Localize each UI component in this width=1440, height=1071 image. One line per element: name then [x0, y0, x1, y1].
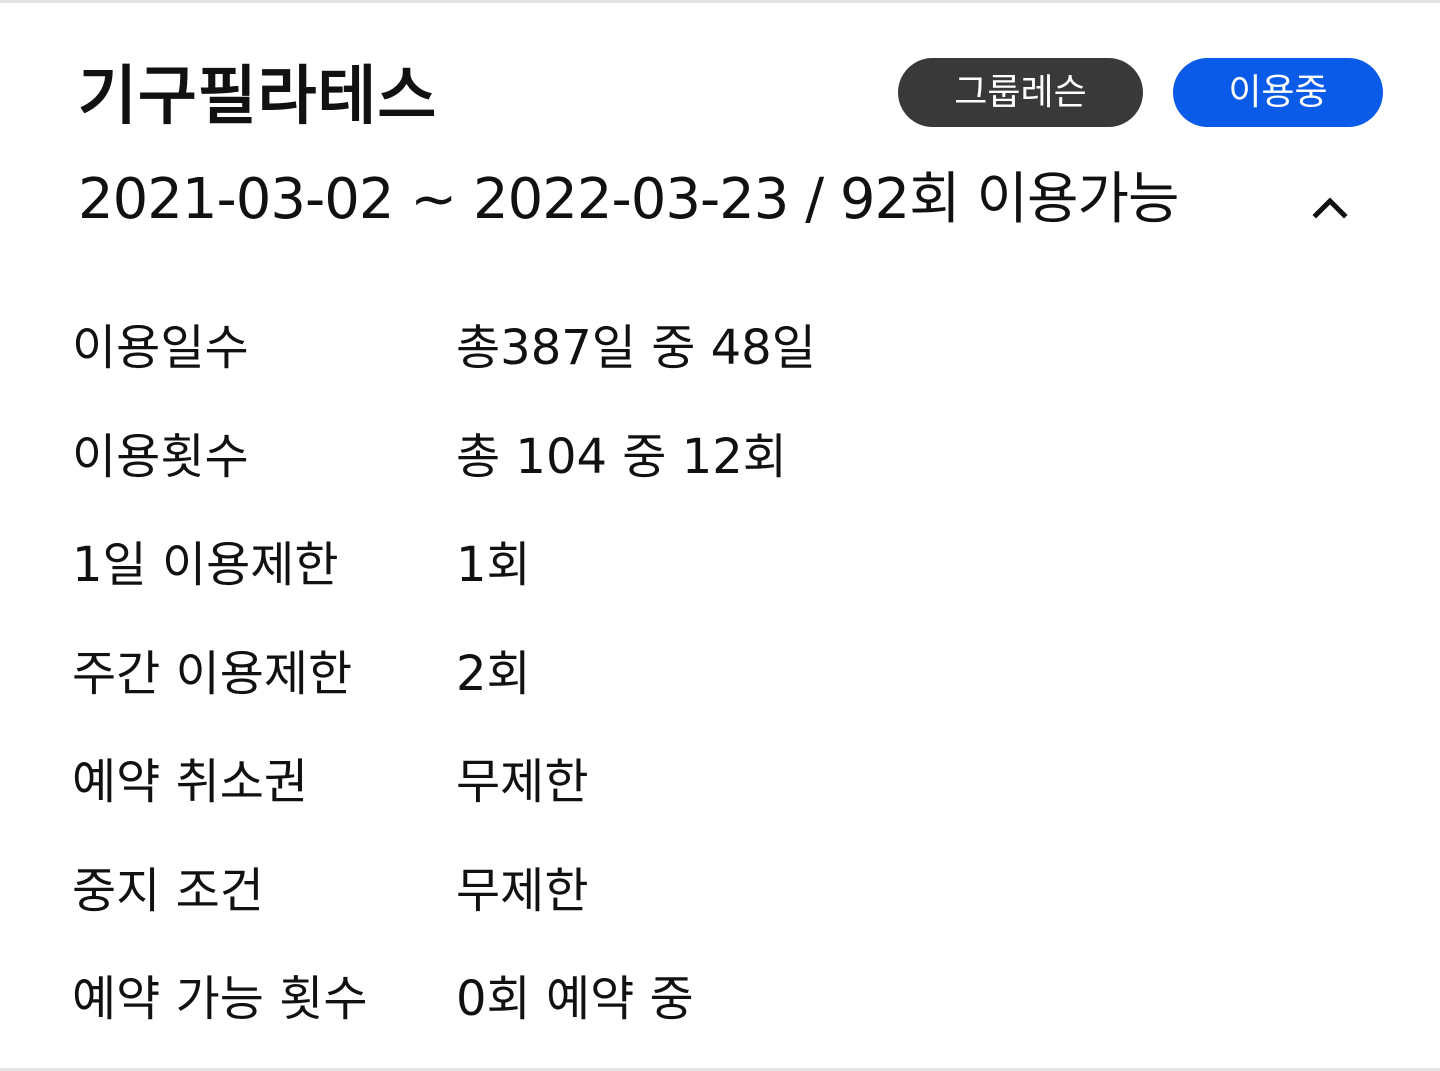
detail-label: 중지 조건	[72, 862, 264, 919]
detail-value: 총387일 중 48일	[456, 320, 816, 376]
detail-label: 이용횟수	[72, 428, 249, 485]
detail-label: 이용일수	[72, 320, 249, 376]
detail-value: 무제한	[456, 862, 589, 919]
detail-row-weekly-limit: 주간 이용제한 2회	[72, 641, 1372, 750]
detail-value: 0회 예약 중	[456, 971, 694, 1027]
membership-title: 기구필라테스	[78, 60, 438, 134]
status-badge: 이용중	[1173, 58, 1383, 127]
chevron-up-icon	[1312, 197, 1348, 219]
detail-value: 총 104 중 12회	[456, 428, 787, 485]
detail-row-cancel-tickets: 예약 취소권 무제한	[72, 749, 1372, 858]
detail-label: 주간 이용제한	[72, 645, 353, 702]
detail-row-usage-days: 이용일수 총387일 중 48일	[72, 315, 1372, 424]
detail-list: 이용일수 총387일 중 48일 이용횟수 총 104 중 12회 1일 이용제…	[72, 315, 1372, 1071]
detail-row-daily-limit: 1일 이용제한 1회	[72, 532, 1372, 641]
detail-value: 1회	[456, 537, 531, 593]
detail-row-bookable-count: 예약 가능 횟수 0회 예약 중	[72, 966, 1372, 1071]
detail-label: 예약 취소권	[72, 754, 309, 810]
detail-label: 1일 이용제한	[72, 537, 339, 593]
lesson-type-badge: 그룹레슨	[898, 58, 1143, 127]
detail-value: 2회	[456, 645, 531, 702]
membership-period: 2021-03-02 ~ 2022-03-23 / 92회 이용가능	[78, 167, 1180, 232]
detail-value: 무제한	[456, 754, 589, 810]
collapse-button[interactable]	[1304, 181, 1356, 233]
detail-row-usage-count: 이용횟수 총 104 중 12회	[72, 424, 1372, 533]
detail-label: 예약 가능 횟수	[72, 971, 368, 1027]
detail-row-pause-condition: 중지 조건 무제한	[72, 858, 1372, 967]
